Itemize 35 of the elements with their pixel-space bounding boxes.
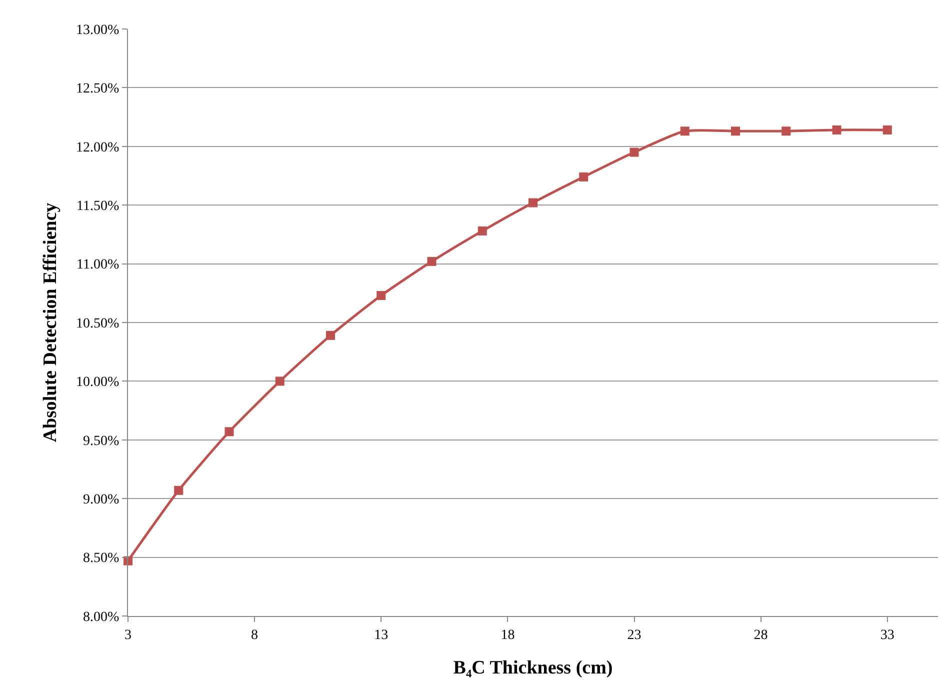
point bbox=[478, 226, 487, 236]
y-tick-label: 8.00% bbox=[83, 610, 120, 625]
point bbox=[579, 172, 588, 182]
y-tick-label: 12.00% bbox=[76, 140, 120, 156]
y-tick-label: 10.50% bbox=[76, 316, 120, 332]
point bbox=[174, 486, 184, 495]
y-tick-label: 9.50% bbox=[83, 434, 120, 449]
x-axis-title: B₄C Thickness (cm) bbox=[453, 658, 613, 679]
y-tick-label: 10.00% bbox=[76, 375, 120, 390]
x-tick-label: 33 bbox=[880, 628, 894, 643]
point bbox=[275, 376, 284, 386]
x-tick-label: 3 bbox=[124, 628, 132, 643]
point bbox=[832, 125, 842, 134]
point bbox=[731, 126, 740, 136]
point bbox=[882, 125, 892, 134]
point bbox=[782, 126, 791, 136]
y-tick-label: 13.00% bbox=[76, 22, 120, 38]
x-tick-label: 8 bbox=[251, 628, 258, 643]
y-tick-label: 11.50% bbox=[76, 199, 120, 214]
x-tick-label: 13 bbox=[374, 628, 388, 643]
point bbox=[224, 427, 234, 436]
y-tick-label: 12.50% bbox=[76, 82, 120, 97]
y-tick-label: 11.00% bbox=[76, 258, 120, 273]
point bbox=[680, 126, 690, 136]
x-tick-label: 23 bbox=[627, 628, 642, 643]
point bbox=[427, 256, 436, 266]
point bbox=[326, 330, 335, 340]
y-tick-label: 9.00% bbox=[83, 492, 120, 508]
x-tick-label: 18 bbox=[500, 628, 515, 643]
point bbox=[630, 148, 639, 157]
y-tick-label: 8.50% bbox=[83, 551, 120, 566]
y-axis-title: Absolute Detection Efficiency bbox=[40, 202, 61, 442]
x-tick-label: 28 bbox=[754, 628, 768, 643]
point bbox=[528, 198, 538, 208]
point bbox=[376, 291, 386, 300]
